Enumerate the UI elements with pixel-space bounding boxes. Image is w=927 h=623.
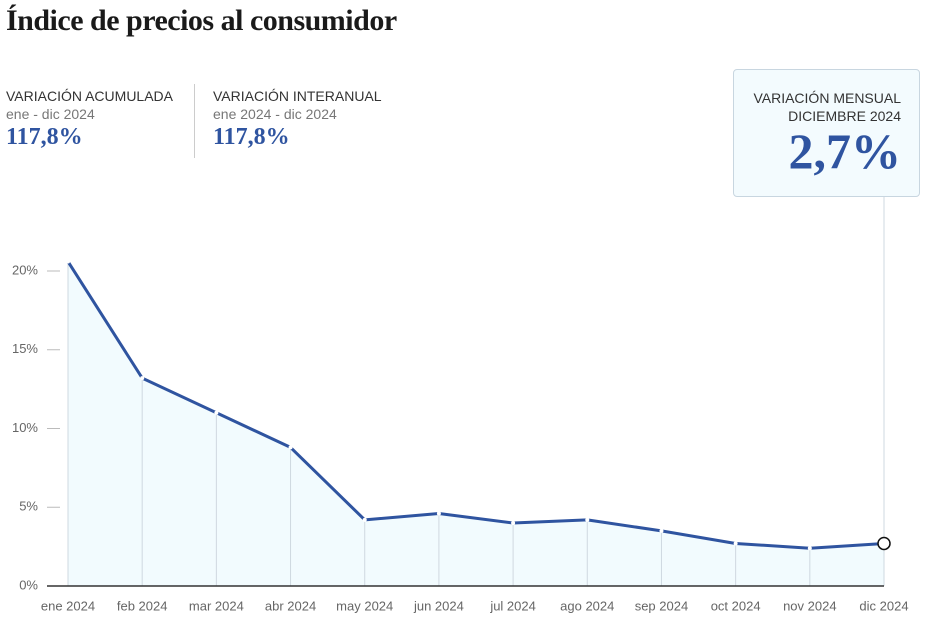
stat-value: 117,8% (213, 124, 290, 150)
tooltip-label: VARIACIÓN MENSUAL (753, 90, 901, 106)
y-tick-label: 10% (12, 420, 38, 435)
stat: VARIACIÓN INTERANUAL ene 2024 - dic 2024… (213, 88, 382, 151)
line (66, 260, 885, 550)
tooltip-value: 2,7% (788, 123, 902, 179)
x-tick-label: ago 2024 (560, 598, 614, 613)
stat-period: ene - dic 2024 (6, 106, 95, 122)
point (288, 445, 293, 450)
tooltip: VARIACIÓN MENSUAL DICIEMBRE 2024 2,7% (733, 69, 920, 197)
x-tick-label: feb 2024 (117, 598, 168, 613)
y-tick-label: 20% (12, 262, 38, 277)
x-tick-label: abr 2024 (265, 598, 316, 613)
area (68, 261, 884, 586)
x-tick-label: jun 2024 (413, 598, 464, 613)
x-tick-label: dic 2024 (859, 598, 908, 613)
stat-label: VARIACIÓN INTERANUAL (213, 88, 382, 104)
point (733, 541, 738, 546)
point (362, 517, 367, 522)
highlight-point (877, 536, 891, 551)
title: Índice de precios al consumidor (6, 4, 397, 37)
x-tick-label: nov 2024 (783, 598, 837, 613)
stat-period: ene 2024 - dic 2024 (213, 106, 337, 122)
stat-value: 117,8% (6, 124, 83, 150)
point (807, 546, 812, 551)
stat-label: VARIACIÓN ACUMULADA (6, 88, 173, 104)
y-tick-label: 0% (19, 577, 38, 592)
point (659, 528, 664, 533)
separator (194, 84, 195, 158)
y-tick-label: 15% (12, 341, 38, 356)
stat: VARIACIÓN ACUMULADA ene - dic 2024 117,8… (6, 88, 173, 151)
x-tick-label: sep 2024 (635, 598, 689, 613)
x-tick-label: mar 2024 (189, 598, 244, 613)
x-tick-label: ene 2024 (41, 598, 95, 613)
point (140, 376, 145, 381)
point (66, 259, 70, 264)
x-tick-label: jul 2024 (489, 598, 536, 613)
x-tick-label: oct 2024 (711, 598, 761, 613)
x-tick-label: may 2024 (336, 598, 393, 613)
point (511, 521, 516, 525)
point (214, 410, 219, 415)
tooltip-period: DICIEMBRE 2024 (788, 108, 901, 124)
point (436, 511, 441, 516)
y-tick-label: 5% (19, 499, 38, 514)
point (585, 517, 590, 522)
